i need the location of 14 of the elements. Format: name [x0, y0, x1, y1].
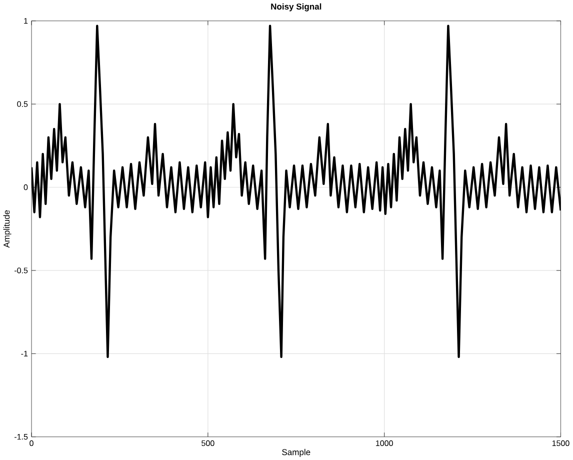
y-axis-title: Amplitude	[3, 210, 12, 248]
x-tick-label: 1500	[552, 440, 570, 446]
y-tick-label: 0	[24, 184, 28, 190]
line-series	[32, 24, 561, 358]
x-axis-title: Sample	[282, 448, 310, 457]
y-tick-label: -1.5	[14, 434, 28, 440]
chart-title: Noisy Signal	[271, 3, 322, 12]
x-tick-label: 1000	[376, 440, 393, 446]
y-tick-label: -1	[21, 350, 28, 356]
y-tick-label: 0.5	[17, 101, 28, 107]
x-tick-label: 500	[202, 440, 214, 446]
y-tick-label: -0.5	[14, 268, 28, 274]
x-tick-label: 0	[30, 440, 34, 446]
y-tick-label: 1	[24, 18, 28, 24]
